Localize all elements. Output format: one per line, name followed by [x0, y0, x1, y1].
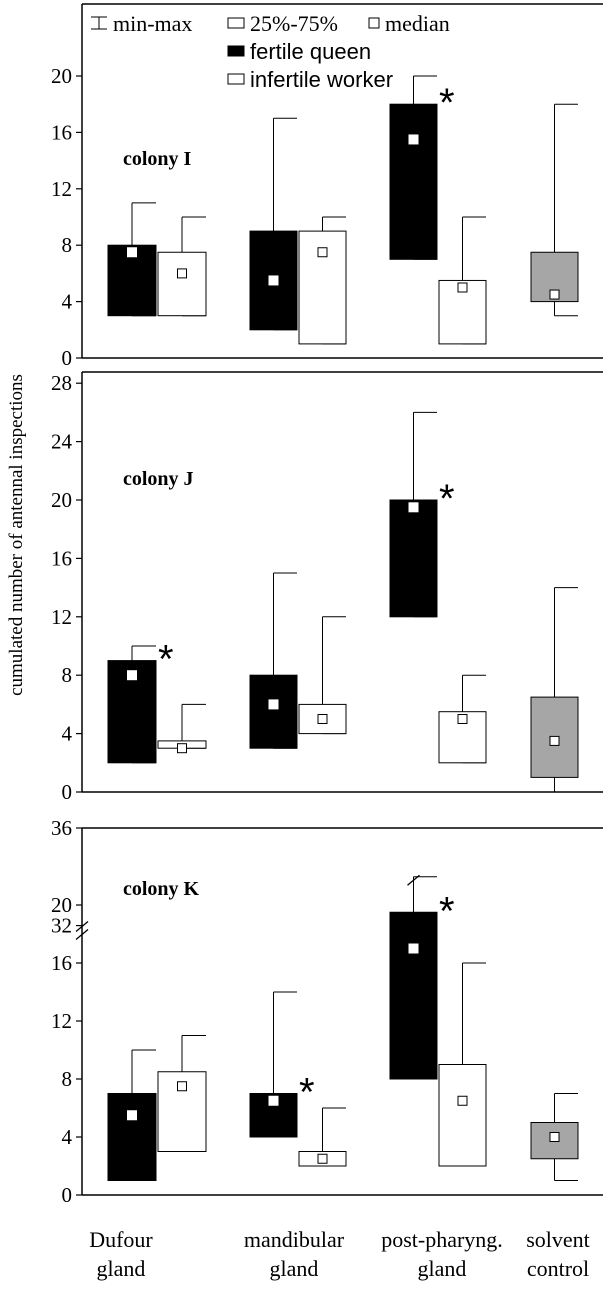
- y-tick-label: 36: [51, 816, 72, 840]
- panel-colony-j: colony J 0 4 8 12 16 20 24 28 * *: [51, 371, 603, 804]
- legend: min-max 25%-75% median fertile queen inf…: [91, 11, 450, 92]
- y-tick-label: 12: [51, 177, 72, 201]
- median-marker: [127, 247, 137, 258]
- axis-break-mark: [75, 921, 89, 932]
- median-marker: [268, 275, 279, 286]
- y-tick-label: 28: [51, 371, 72, 395]
- y-tick-label: 12: [51, 1009, 72, 1033]
- axis-break-mark: [75, 929, 89, 940]
- legend-worker-label: infertile worker: [250, 67, 393, 92]
- median-marker: [549, 1132, 560, 1142]
- y-tick-label: 20: [51, 893, 72, 917]
- y-tick-label: 8: [62, 663, 73, 687]
- legend-iqr-label: 25%-75%: [250, 11, 338, 36]
- y-tick-label: 12: [51, 605, 72, 629]
- y-tick-label: 0: [62, 1183, 73, 1207]
- median-marker: [317, 247, 328, 258]
- category-label-solvent-line2: control: [527, 1256, 589, 1281]
- significance-asterisk: *: [299, 1071, 315, 1115]
- median-marker: [268, 1095, 279, 1106]
- y-tick-label: 32: [51, 914, 72, 938]
- category-label-mandibular: mandibular: [244, 1227, 345, 1252]
- panel-title: colony I: [123, 148, 192, 170]
- category-label-solvent: solvent: [526, 1227, 590, 1252]
- legend-worker-swatch: [227, 73, 245, 85]
- legend-median-swatch: [368, 17, 380, 29]
- median-marker: [457, 282, 468, 293]
- median-marker: [177, 1081, 187, 1092]
- y-tick-label: 0: [62, 346, 73, 370]
- panel-colony-i: colony I 0 4 8 12 16 20 *: [51, 3, 603, 370]
- panel-title: colony K: [123, 878, 200, 900]
- median-marker: [408, 134, 419, 145]
- category-label-mandibular-line2: gland: [270, 1256, 319, 1281]
- category-label-dufour-line2: gland: [97, 1256, 146, 1281]
- box-iqr: [438, 279, 487, 345]
- category-label-postpharyng: post-pharyng.: [381, 1227, 503, 1252]
- legend-minmax-label: min-max: [113, 11, 192, 36]
- significance-asterisk: *: [439, 477, 455, 521]
- y-tick-label: 4: [62, 722, 73, 746]
- median-marker: [457, 714, 468, 724]
- y-tick-label: 16: [51, 120, 72, 144]
- median-marker: [549, 735, 560, 746]
- panel-title: colony J: [123, 468, 194, 490]
- legend-queen-label: fertile queen: [250, 39, 371, 64]
- legend-iqr-swatch: [227, 17, 245, 29]
- median-marker: [177, 268, 187, 279]
- y-tick-label: 0: [62, 780, 73, 804]
- legend-minmax-swatch: [91, 16, 107, 30]
- y-tick-label: 4: [62, 1125, 73, 1149]
- box-iqr: [438, 1064, 487, 1167]
- median-marker: [457, 1095, 468, 1106]
- median-marker: [177, 743, 187, 754]
- y-tick-label: 8: [62, 233, 73, 257]
- median-marker: [549, 289, 560, 300]
- y-tick-label: 20: [51, 488, 72, 512]
- legend-median-label: median: [385, 11, 450, 36]
- y-tick-label: 20: [51, 64, 72, 88]
- y-tick-label: 16: [51, 546, 72, 570]
- median-marker: [127, 1110, 137, 1121]
- box-iqr: [389, 911, 438, 1080]
- box-iqr: [107, 1093, 157, 1181]
- significance-asterisk: *: [439, 81, 455, 125]
- y-tick-label: 24: [51, 430, 73, 454]
- category-label-dufour: Dufour: [89, 1227, 153, 1252]
- box-iqr: [249, 674, 298, 749]
- median-marker: [127, 670, 137, 681]
- y-tick-label: 4: [62, 290, 73, 314]
- box-iqr: [389, 499, 438, 618]
- y-tick-label: 8: [62, 1067, 73, 1091]
- y-tick-label: 16: [51, 951, 72, 975]
- median-marker: [317, 1153, 328, 1164]
- box-iqr: [389, 103, 438, 260]
- median-marker: [317, 714, 328, 724]
- significance-asterisk: *: [439, 889, 455, 933]
- median-marker: [268, 699, 279, 710]
- significance-asterisk: *: [158, 638, 174, 682]
- legend-queen-swatch: [227, 45, 245, 57]
- category-labels: Dufour gland mandibular gland post-phary…: [89, 1227, 590, 1281]
- category-label-postpharyng-line2: gland: [418, 1256, 467, 1281]
- median-marker: [408, 502, 419, 513]
- y-axis-title: cumulated number of antennal inspections: [6, 374, 27, 696]
- median-marker: [408, 943, 419, 954]
- box-iqr: [157, 251, 207, 317]
